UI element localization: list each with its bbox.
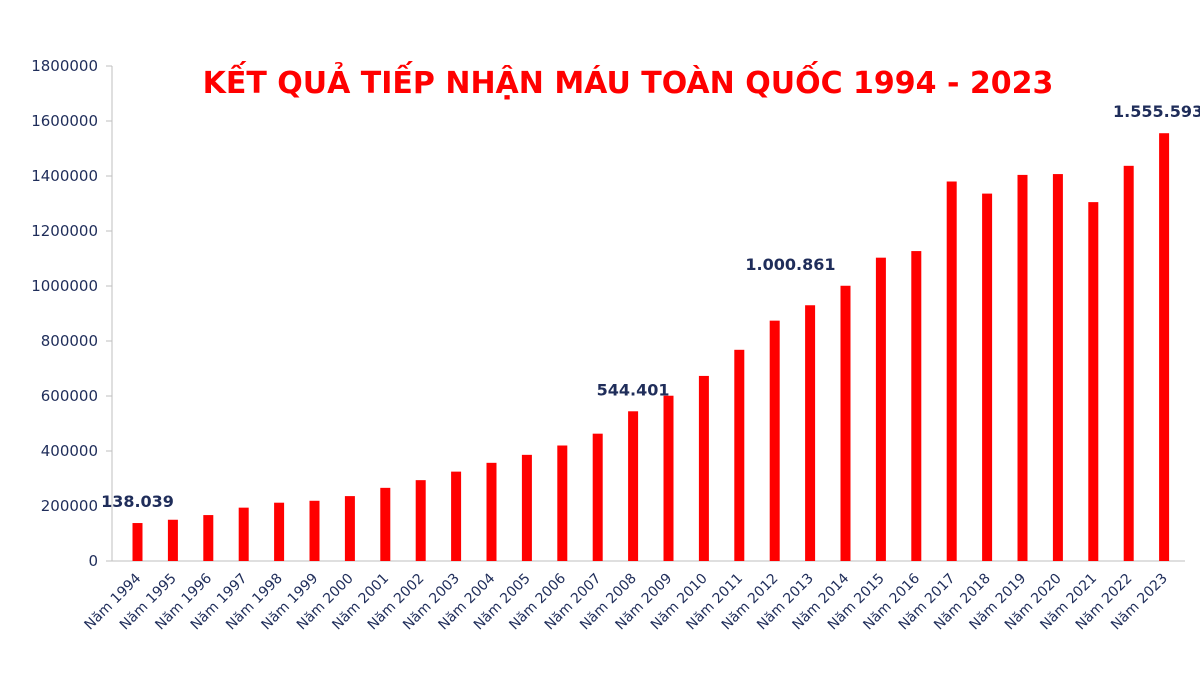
bar bbox=[946, 181, 957, 561]
bar bbox=[238, 507, 249, 561]
y-tick-label: 400000 bbox=[41, 442, 98, 460]
bar bbox=[486, 462, 497, 561]
y-axis-ticks: 0 200000 400000 600000 800000 1000000 1200000 1… bbox=[31, 57, 112, 570]
y-tick-label: 0 bbox=[88, 552, 98, 570]
bar bbox=[805, 305, 816, 561]
bar bbox=[451, 471, 462, 561]
y-tick-label: 800000 bbox=[41, 332, 98, 350]
bar bbox=[557, 445, 568, 561]
y-tick-label: 1400000 bbox=[31, 167, 98, 185]
data-label: 1.555.593 bbox=[1113, 102, 1200, 121]
bar bbox=[344, 496, 355, 561]
bar bbox=[203, 515, 214, 561]
y-tick-label: 600000 bbox=[41, 387, 98, 405]
bar bbox=[380, 487, 391, 561]
bar bbox=[274, 502, 285, 561]
y-tick-label: 1800000 bbox=[31, 57, 98, 75]
bar bbox=[663, 395, 674, 561]
bar bbox=[415, 480, 426, 561]
data-label: 138.039 bbox=[101, 492, 174, 511]
y-tick-label: 200000 bbox=[41, 497, 98, 515]
bar bbox=[1159, 133, 1170, 562]
y-tick-label: 1000000 bbox=[31, 277, 98, 295]
bars-group bbox=[132, 133, 1170, 562]
data-labels-group: 138.039 544.401 1.000.861 1.555.593 bbox=[101, 102, 1200, 511]
bar bbox=[628, 411, 639, 561]
bar bbox=[167, 519, 178, 561]
bar bbox=[840, 285, 851, 561]
data-label: 1.000.861 bbox=[745, 255, 835, 274]
bar bbox=[875, 257, 886, 561]
bar bbox=[1088, 202, 1099, 561]
bar bbox=[309, 500, 320, 561]
bar bbox=[1017, 174, 1028, 561]
bar bbox=[698, 375, 709, 561]
data-label: 544.401 bbox=[597, 380, 670, 399]
bar bbox=[911, 251, 922, 561]
y-tick-label: 1600000 bbox=[31, 112, 98, 130]
bar bbox=[521, 454, 532, 561]
bar bbox=[1052, 174, 1063, 561]
bar bbox=[592, 433, 603, 561]
bar bbox=[1123, 165, 1134, 561]
y-tick-label: 1200000 bbox=[31, 222, 98, 240]
chart-title: KẾT QUẢ TIẾP NHẬN MÁU TOÀN QUỐC 1994 - 2… bbox=[203, 60, 1054, 101]
bar bbox=[132, 523, 143, 561]
bar bbox=[734, 349, 745, 561]
bar bbox=[982, 193, 993, 561]
bar bbox=[769, 320, 780, 561]
